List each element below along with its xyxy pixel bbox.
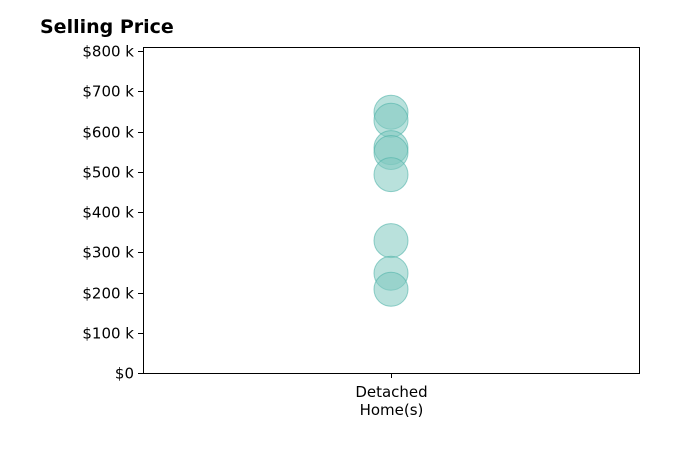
data-points	[373, 94, 409, 307]
y-tick-label: $600 k	[82, 124, 134, 142]
x-axis: Detached Home(s)	[355, 373, 428, 419]
y-tick-label: $200 k	[82, 285, 134, 303]
data-point	[373, 271, 409, 307]
y-tick-label: $100 k	[82, 325, 134, 343]
y-tick-label: $500 k	[82, 164, 134, 182]
x-tick-label: Detached Home(s)	[355, 383, 427, 419]
data-point	[373, 223, 409, 259]
y-tick-label: $400 k	[82, 204, 134, 222]
chart-title: Selling Price	[40, 16, 174, 38]
y-tick-label: $700 k	[82, 83, 134, 101]
data-point	[373, 157, 409, 193]
y-tick-label: $0	[115, 365, 134, 383]
y-tick-label: $800 k	[82, 43, 134, 61]
y-tick-label: $300 k	[82, 244, 134, 262]
y-axis: $0 $100 k $200 k $300 k $400 k $500 k $600 k $7…	[82, 43, 143, 383]
